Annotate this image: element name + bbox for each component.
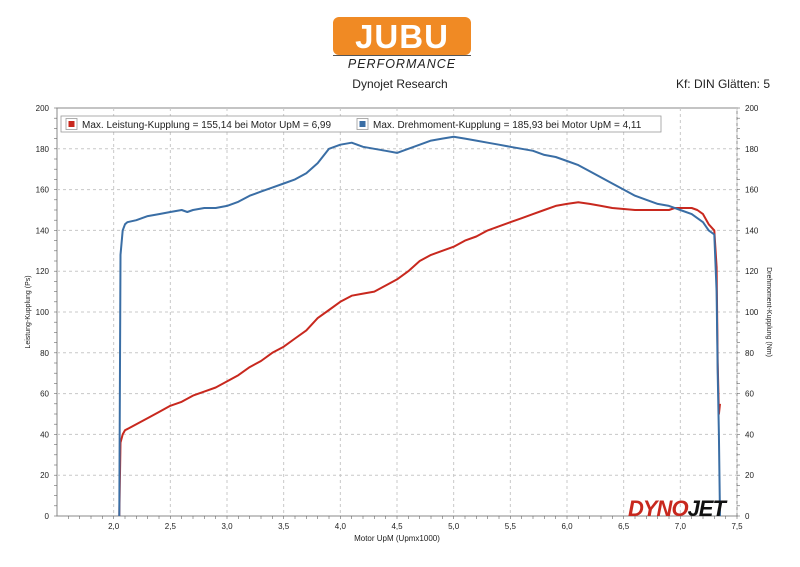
y-tick-label-right: 60 xyxy=(745,390,754,399)
y-tick-label-left: 80 xyxy=(40,349,49,358)
x-tick-label: 7,5 xyxy=(731,522,743,531)
y-tick-label-right: 0 xyxy=(745,512,750,521)
x-axis-label: Motor UpM (Upmx1000) xyxy=(354,534,440,543)
legend-swatch xyxy=(68,121,75,127)
y-tick-label-right: 160 xyxy=(745,186,759,195)
dynojet-logo: DYNOJET xyxy=(628,496,726,522)
y-tick-label-right: 100 xyxy=(745,308,759,317)
x-tick-label: 5,5 xyxy=(505,522,517,531)
x-tick-label: 2,0 xyxy=(108,522,120,531)
x-tick-label: 4,5 xyxy=(391,522,403,531)
x-tick-label: 5,0 xyxy=(448,522,460,531)
y-tick-label-right: 180 xyxy=(745,145,759,154)
y-tick-label-left: 140 xyxy=(36,226,50,235)
y-tick-label-right: 200 xyxy=(745,104,759,113)
logo-subtitle: PERFORMANCE xyxy=(333,55,471,71)
legend-swatch xyxy=(359,121,366,127)
y-tick-label-left: 60 xyxy=(40,390,49,399)
y-tick-label-left: 40 xyxy=(40,430,49,439)
y-tick-label-left: 20 xyxy=(40,471,49,480)
y-tick-label-left: 180 xyxy=(36,145,50,154)
y-tick-label-left: 160 xyxy=(36,186,50,195)
y-tick-label-right: 80 xyxy=(745,349,754,358)
y-tick-label-right: 20 xyxy=(745,471,754,480)
x-tick-label: 6,5 xyxy=(618,522,630,531)
y-tick-label-right: 120 xyxy=(745,267,759,276)
x-tick-label: 4,0 xyxy=(335,522,347,531)
chart-header-settings: Kf: DIN Glätten: 5 xyxy=(675,77,770,91)
x-tick-label: 3,0 xyxy=(221,522,233,531)
x-tick-label: 6,0 xyxy=(561,522,573,531)
y-tick-label-left: 100 xyxy=(36,308,50,317)
x-tick-label: 7,0 xyxy=(675,522,687,531)
axis-ticks: 2,0 2,5 3,0 3,5 4,0 4,5 5,0 5,5 6,0 6,5 7,0 7,50 020… xyxy=(36,104,759,531)
y-tick-label-left: 120 xyxy=(36,267,50,276)
y-axis-label-right: Drehmoment-Kupplung (Nm) xyxy=(765,267,772,357)
logo-brand: JUBU xyxy=(355,18,449,55)
legend-label: Max. Leistung-Kupplung = 155,14 bei Moto… xyxy=(82,120,331,131)
y-tick-label-left: 0 xyxy=(45,512,50,521)
dynojet-logo-part2: JET xyxy=(687,496,726,521)
torque-curve xyxy=(118,135,721,517)
chart-header-title: Dynojet Research xyxy=(352,77,448,91)
y-tick-label-right: 140 xyxy=(745,226,759,235)
x-tick-label: 3,5 xyxy=(278,522,290,531)
logo-badge: JUBU xyxy=(333,17,471,55)
x-tick-label: 2,5 xyxy=(165,522,177,531)
legend-label: Max. Drehmoment-Kupplung = 185,93 bei Mo… xyxy=(373,120,642,131)
series-lines xyxy=(118,135,721,517)
legend: Max. Leistung-Kupplung = 155,14 bei Moto… xyxy=(60,115,662,133)
y-tick-label-left: 200 xyxy=(36,104,50,113)
y-axis-label-left: Leistung-Kupplung (Ps) xyxy=(25,275,32,348)
y-tick-label-right: 40 xyxy=(745,430,754,439)
dynojet-logo-part1: DYNO xyxy=(628,496,689,521)
